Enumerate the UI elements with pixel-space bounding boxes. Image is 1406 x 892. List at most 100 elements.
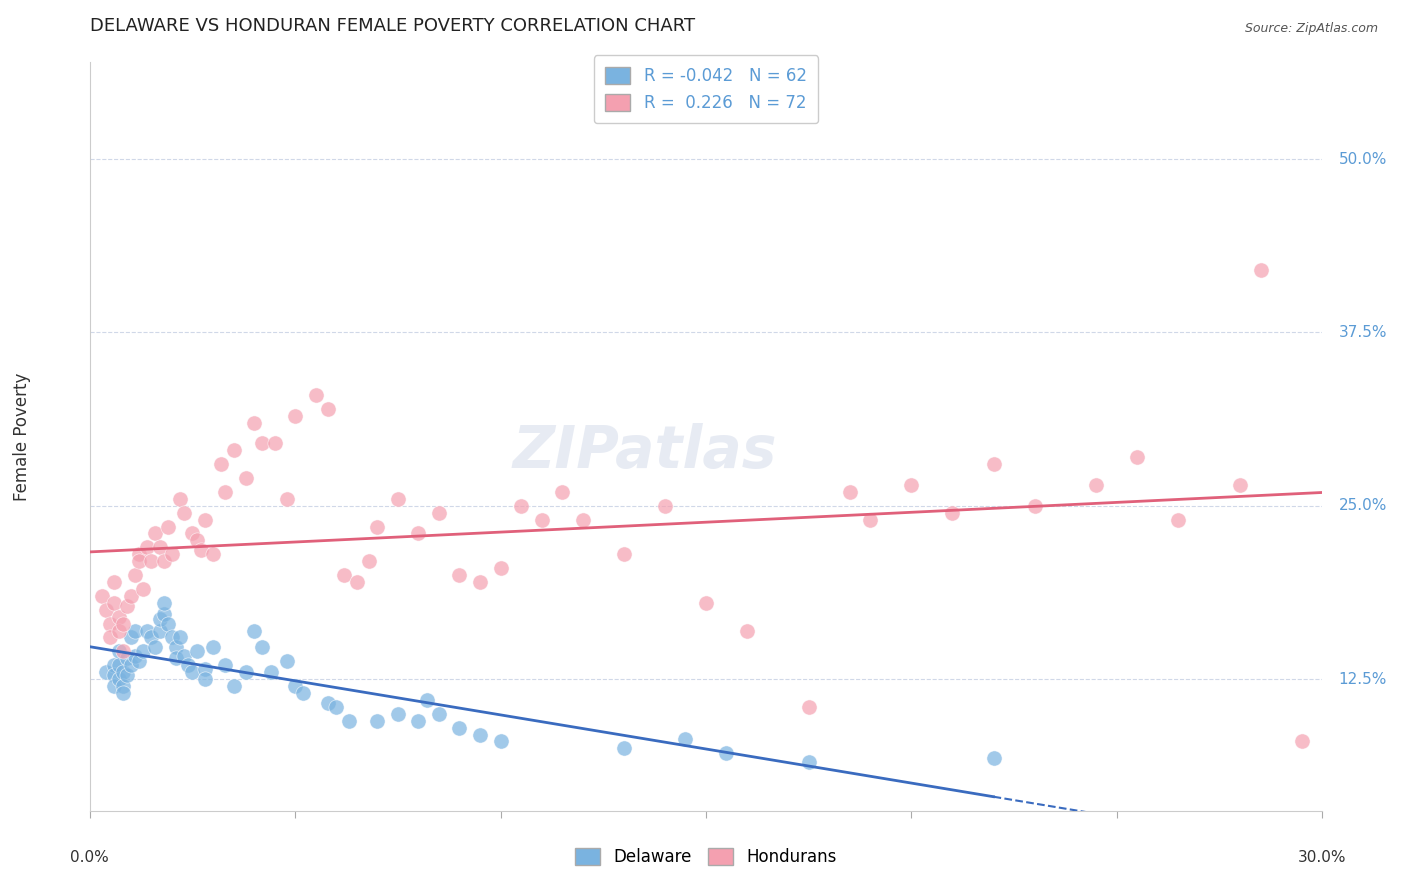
Point — [149, 541, 172, 555]
Point — [98, 631, 121, 645]
Point — [132, 582, 155, 596]
Point — [124, 568, 146, 582]
Point — [107, 624, 129, 638]
Point — [103, 574, 125, 589]
Point — [346, 574, 368, 589]
Point — [325, 699, 347, 714]
Point — [366, 519, 388, 533]
Point — [160, 631, 183, 645]
Point — [284, 409, 307, 423]
Point — [214, 484, 236, 499]
Point — [124, 648, 146, 663]
Text: 0.0%: 0.0% — [70, 850, 110, 864]
Point — [145, 526, 167, 541]
Point — [128, 547, 150, 561]
Point — [359, 554, 381, 568]
Point — [1126, 450, 1149, 465]
Point — [243, 624, 266, 638]
Point — [337, 714, 360, 728]
Point — [408, 526, 430, 541]
Point — [510, 499, 533, 513]
Point — [111, 665, 134, 680]
Text: 30.0%: 30.0% — [1298, 850, 1347, 864]
Point — [571, 513, 593, 527]
Point — [181, 526, 204, 541]
Text: 50.0%: 50.0% — [1339, 152, 1386, 167]
Point — [103, 596, 125, 610]
Text: Female Poverty: Female Poverty — [13, 372, 31, 500]
Legend: Delaware, Hondurans: Delaware, Hondurans — [564, 836, 849, 878]
Point — [276, 654, 298, 668]
Point — [797, 756, 820, 770]
Point — [489, 734, 512, 748]
Point — [235, 471, 257, 485]
Point — [156, 616, 179, 631]
Point — [201, 547, 224, 561]
Point — [408, 714, 430, 728]
Point — [194, 662, 217, 676]
Point — [194, 513, 217, 527]
Text: 37.5%: 37.5% — [1339, 325, 1388, 340]
Point — [160, 547, 183, 561]
Point — [243, 416, 266, 430]
Point — [613, 547, 636, 561]
Point — [654, 499, 676, 513]
Point — [120, 658, 142, 673]
Point — [111, 616, 134, 631]
Text: DELAWARE VS HONDURAN FEMALE POVERTY CORRELATION CHART: DELAWARE VS HONDURAN FEMALE POVERTY CORR… — [90, 17, 695, 35]
Point — [115, 599, 138, 613]
Point — [292, 686, 315, 700]
Point — [276, 491, 298, 506]
Point — [316, 696, 339, 710]
Point — [169, 491, 191, 506]
Point — [181, 665, 204, 680]
Point — [152, 596, 174, 610]
Point — [120, 589, 142, 603]
Point — [169, 631, 191, 645]
Point — [128, 654, 150, 668]
Point — [859, 513, 882, 527]
Point — [613, 741, 636, 756]
Point — [111, 644, 134, 658]
Point — [530, 513, 553, 527]
Point — [941, 506, 963, 520]
Point — [449, 568, 471, 582]
Point — [186, 533, 208, 548]
Point — [838, 484, 860, 499]
Point — [252, 436, 274, 450]
Text: 12.5%: 12.5% — [1339, 672, 1386, 687]
Point — [149, 624, 172, 638]
Text: Source: ZipAtlas.com: Source: ZipAtlas.com — [1244, 22, 1378, 36]
Point — [259, 665, 281, 680]
Point — [120, 631, 142, 645]
Point — [128, 554, 150, 568]
Point — [141, 554, 163, 568]
Point — [305, 388, 328, 402]
Point — [1229, 478, 1251, 492]
Point — [673, 731, 696, 746]
Point — [107, 609, 129, 624]
Point — [797, 699, 820, 714]
Point — [263, 436, 285, 450]
Point — [252, 640, 274, 655]
Point — [141, 631, 163, 645]
Point — [1024, 499, 1046, 513]
Point — [284, 679, 307, 693]
Point — [209, 457, 232, 471]
Point — [103, 658, 125, 673]
Point — [1167, 513, 1189, 527]
Point — [98, 616, 121, 631]
Point — [91, 589, 114, 603]
Point — [103, 668, 125, 682]
Point — [165, 640, 187, 655]
Point — [900, 478, 922, 492]
Point — [165, 651, 187, 665]
Point — [366, 714, 388, 728]
Point — [695, 596, 717, 610]
Point — [152, 554, 174, 568]
Point — [201, 640, 224, 655]
Point — [149, 612, 172, 626]
Point — [222, 443, 245, 458]
Point — [111, 679, 134, 693]
Point — [115, 668, 138, 682]
